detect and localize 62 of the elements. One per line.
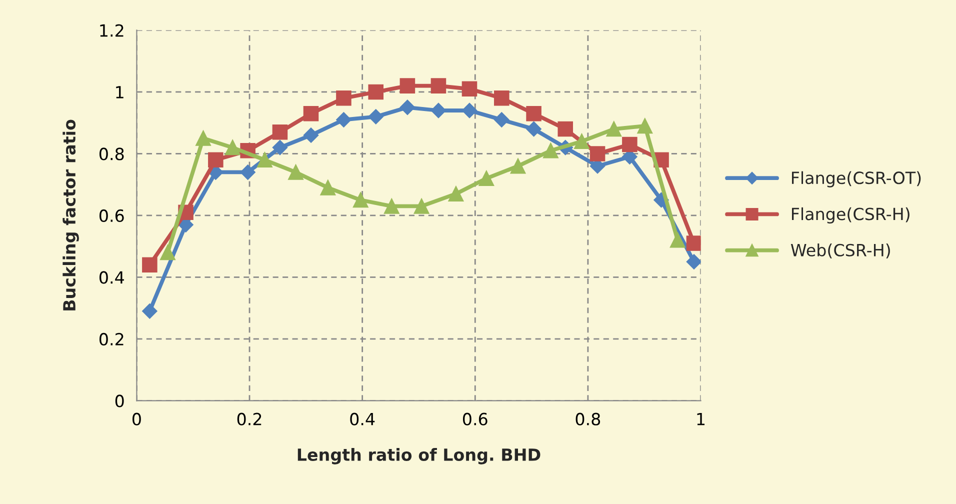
y-tick-label: 1 xyxy=(116,86,124,98)
legend-label: Flange(CSR-OT) xyxy=(792,171,921,188)
x-tick-label: 0.2 xyxy=(237,412,262,426)
point xyxy=(462,102,478,118)
point xyxy=(622,136,638,152)
point xyxy=(400,100,416,115)
point xyxy=(637,118,653,134)
point xyxy=(400,78,416,94)
point xyxy=(384,198,400,214)
point xyxy=(336,90,352,106)
x-tick-label: 0.8 xyxy=(576,412,600,426)
point xyxy=(478,170,494,186)
point xyxy=(272,140,288,156)
point xyxy=(414,198,430,214)
point xyxy=(494,90,510,106)
point xyxy=(303,106,319,122)
x-tick-label: 0.4 xyxy=(350,412,375,426)
point xyxy=(462,81,478,97)
point xyxy=(336,112,352,128)
point xyxy=(543,142,558,158)
x-tick-label: 1 xyxy=(697,413,705,426)
y-tick-label: 1.2 xyxy=(100,24,124,37)
y-axis-title: Buckling factor ratio xyxy=(62,120,79,310)
point xyxy=(320,180,336,196)
point xyxy=(352,192,368,208)
point xyxy=(526,106,542,122)
point xyxy=(448,186,464,202)
point xyxy=(272,124,288,140)
legend-label: Web(CSR-H) xyxy=(790,244,890,258)
point xyxy=(494,112,510,128)
legend-label: Flange(CSR-H) xyxy=(792,207,910,224)
point xyxy=(368,109,384,124)
point xyxy=(430,78,446,94)
point xyxy=(160,244,176,260)
x-tick-label: 0.6 xyxy=(462,412,488,426)
point xyxy=(142,304,158,319)
y-tick-label: 0.2 xyxy=(99,332,124,346)
y-tick-label: 0.8 xyxy=(99,148,124,160)
point xyxy=(670,232,686,248)
point xyxy=(606,121,622,137)
y-tick-label: 0 xyxy=(115,394,124,408)
point xyxy=(208,152,224,168)
point xyxy=(303,128,319,143)
point xyxy=(240,164,256,180)
point xyxy=(526,121,542,137)
point xyxy=(574,134,590,150)
y-tick-label: 0.4 xyxy=(99,271,124,284)
point xyxy=(368,84,384,100)
x-tick-label: 0 xyxy=(132,412,141,426)
point xyxy=(142,257,158,272)
y-tick-label: 0.6 xyxy=(99,209,124,222)
point xyxy=(510,158,526,174)
x-axis-title: Length ratio of Long. BHD xyxy=(298,448,540,464)
point xyxy=(257,152,272,168)
point xyxy=(196,130,211,146)
point xyxy=(288,164,304,180)
point xyxy=(224,140,240,156)
point xyxy=(590,146,606,162)
point xyxy=(430,102,446,118)
point xyxy=(686,236,701,251)
point xyxy=(686,254,701,270)
point xyxy=(558,121,574,137)
